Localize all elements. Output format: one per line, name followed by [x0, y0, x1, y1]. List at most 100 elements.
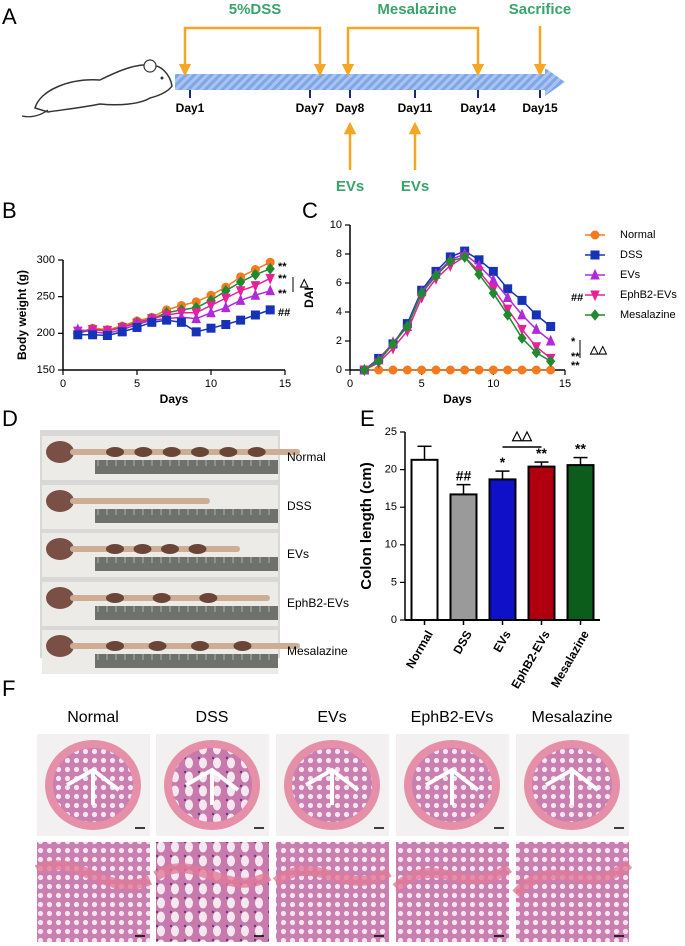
timeline-label: EVs	[401, 178, 429, 195]
zoom-stroma	[512, 860, 633, 898]
day-label: Day7	[296, 101, 325, 115]
mouse-ear	[143, 59, 157, 73]
stool	[219, 447, 238, 457]
histology-title: Normal	[67, 709, 119, 726]
point	[531, 310, 541, 320]
point	[250, 310, 260, 320]
point	[488, 273, 499, 285]
point	[388, 338, 398, 350]
stool	[106, 641, 124, 651]
zoom-stroma	[34, 860, 153, 890]
bar	[488, 478, 517, 621]
point	[460, 251, 470, 263]
legend-marker	[590, 309, 600, 321]
legend-label: EphB2-EVs	[620, 289, 677, 301]
stool	[106, 447, 124, 457]
zoom-stroma	[272, 865, 392, 887]
day-label: Day11	[398, 101, 433, 115]
annotation: **	[571, 360, 580, 372]
point	[147, 317, 157, 327]
point	[517, 365, 527, 375]
timeline-label: Mesalazine	[377, 1, 456, 18]
point	[517, 308, 527, 320]
x-tick-label: Mesalazine	[548, 628, 592, 690]
legend-marker	[590, 268, 600, 280]
day-label: Day8	[336, 101, 365, 115]
point	[546, 355, 556, 368]
point	[531, 346, 541, 359]
legend-label: DSS	[620, 249, 643, 261]
x-tick-label: 15	[279, 378, 291, 390]
x-tick-label: 10	[487, 378, 499, 390]
histology-zoom	[276, 842, 389, 942]
point	[176, 317, 186, 327]
point	[417, 287, 427, 299]
point	[206, 300, 216, 312]
y-tick-label: 4	[336, 306, 342, 318]
legend-marker	[590, 230, 600, 240]
annotation: **	[571, 351, 580, 363]
x-tick-label: 5	[419, 378, 425, 390]
x-axis-title: Days	[443, 392, 472, 406]
point	[265, 284, 275, 296]
photo-label: EVs	[287, 547, 309, 561]
ruler	[95, 509, 278, 523]
zoom-stroma	[392, 863, 512, 892]
day-label: Day14	[460, 101, 496, 115]
mouse	[34, 64, 173, 113]
y-tick-label: 0	[336, 364, 342, 376]
annotation: ##	[278, 307, 290, 319]
stool	[233, 641, 252, 651]
x-tick-label: 10	[205, 378, 217, 390]
ruler	[95, 606, 278, 620]
point	[488, 287, 498, 299]
point	[402, 320, 412, 333]
bar	[410, 458, 439, 621]
stool	[191, 447, 209, 457]
significance: *	[500, 454, 506, 470]
point	[445, 365, 455, 375]
colon	[70, 498, 210, 504]
histology-zoom	[396, 842, 509, 942]
point	[460, 365, 470, 375]
lumen	[185, 767, 240, 805]
bar	[566, 464, 595, 622]
bar	[449, 493, 478, 621]
series-line	[363, 256, 552, 371]
point	[265, 273, 275, 285]
point	[431, 269, 441, 282]
point	[191, 327, 201, 337]
point	[132, 322, 142, 332]
timeline-label: 5%DSS	[229, 1, 282, 18]
y-tick-label: 300	[37, 254, 55, 266]
y-tick-label: 10	[385, 539, 397, 551]
point	[265, 262, 275, 275]
y-axis-title: DAI	[302, 287, 316, 308]
photo-label: Mesalazine	[287, 644, 348, 658]
panel-letter: F	[2, 676, 15, 701]
y-tick-label: 2	[336, 335, 342, 347]
panel-letter: D	[2, 406, 18, 431]
y-tick-label: 10	[330, 219, 342, 231]
histology-zoom	[516, 842, 629, 942]
colon	[70, 546, 240, 552]
y-axis-title: Body weight (g)	[15, 270, 29, 360]
x-tick-label: DSS	[450, 628, 474, 656]
point	[265, 305, 275, 315]
timeline-label: Sacrifice	[509, 1, 572, 18]
x-tick-label: 0	[60, 378, 66, 390]
day-label: Day15	[522, 101, 558, 115]
histology-zoom	[156, 842, 269, 942]
annotation: △	[299, 277, 309, 289]
cecum	[46, 635, 74, 657]
y-axis-title: Colon length (cm)	[358, 462, 375, 590]
photo-label: DSS	[287, 499, 312, 513]
point	[250, 268, 261, 281]
annotation: **	[278, 273, 287, 285]
point	[236, 315, 246, 325]
y-tick-label: 15	[385, 501, 397, 513]
histology-title: EVs	[317, 709, 346, 726]
point	[517, 332, 527, 344]
point	[206, 306, 216, 318]
x-tick-label: EphB2-EVs	[508, 628, 553, 691]
